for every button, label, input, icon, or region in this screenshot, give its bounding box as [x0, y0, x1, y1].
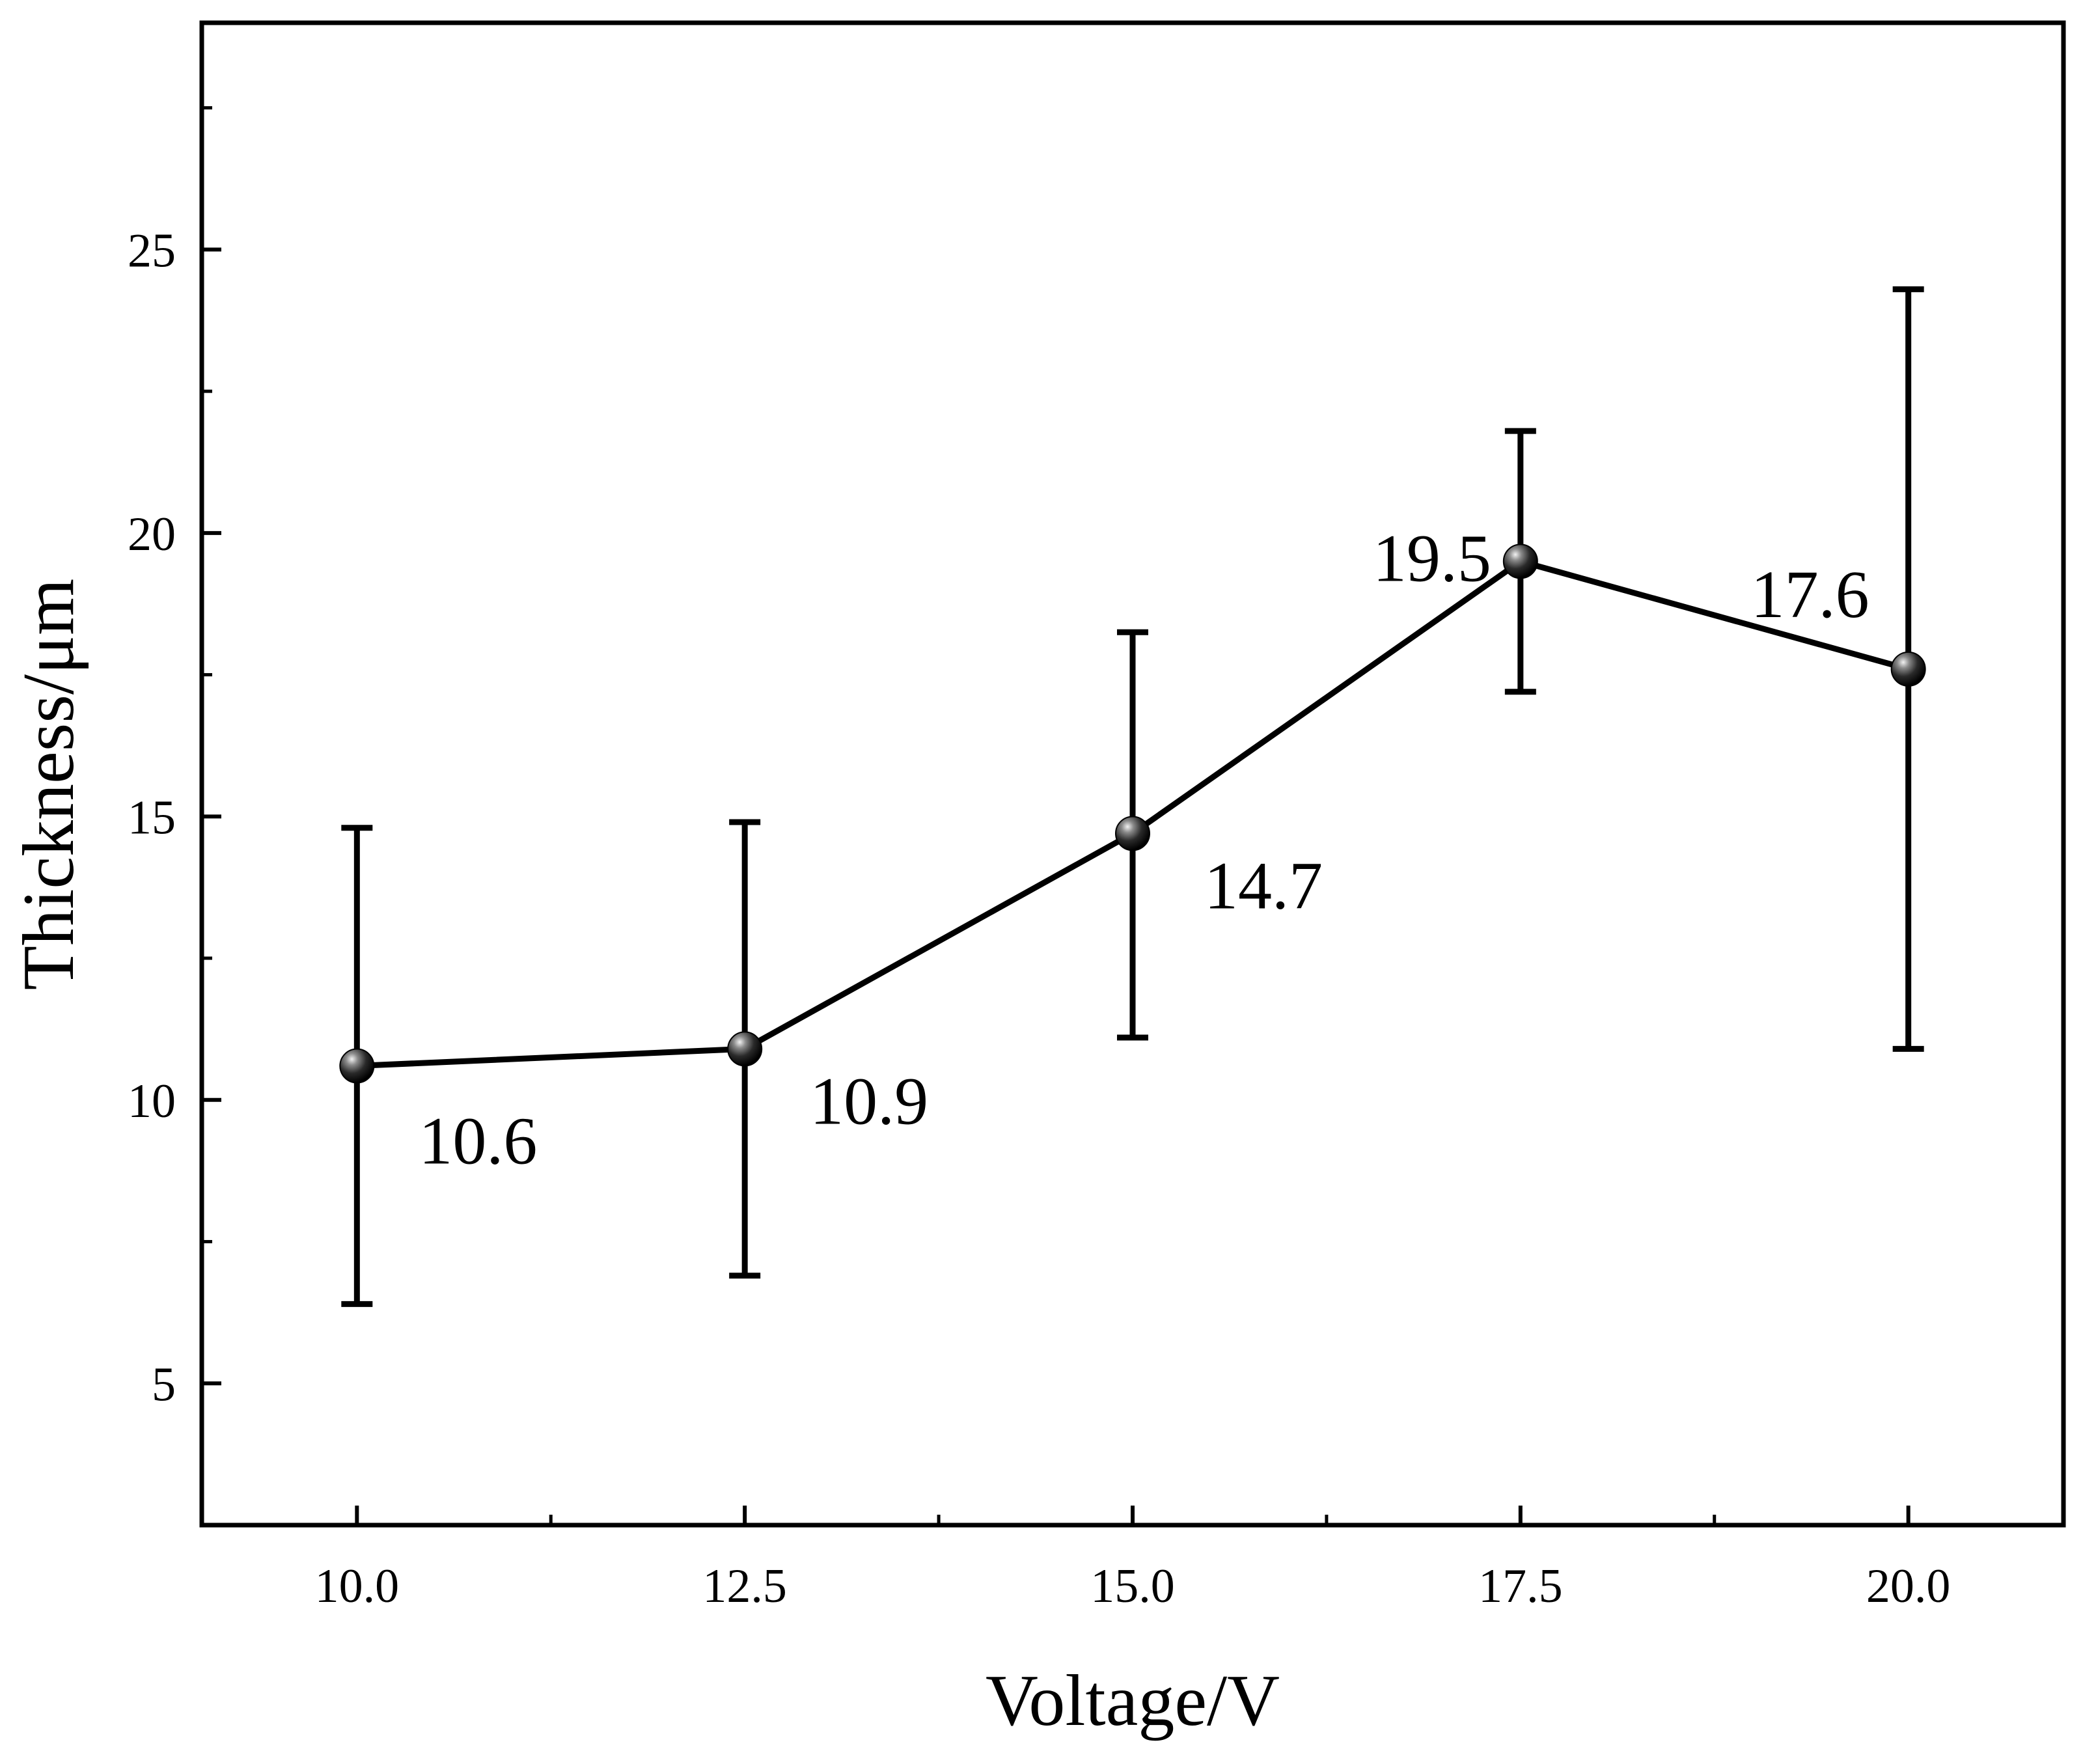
- data-label: 10.9: [810, 1064, 928, 1138]
- data-label: 19.5: [1373, 521, 1491, 596]
- data-point: [1502, 544, 1538, 579]
- y-tick-label: 25: [128, 224, 176, 277]
- data-point: [1890, 651, 1926, 687]
- x-tick-label: 17.5: [1478, 1560, 1563, 1613]
- data-point: [1115, 816, 1150, 851]
- data-label: 17.6: [1751, 557, 1869, 632]
- data-point: [339, 1048, 375, 1084]
- data-label: 10.6: [419, 1104, 537, 1179]
- x-axis-title: Voltage/V: [986, 1661, 1280, 1741]
- data-label: 14.7: [1204, 848, 1323, 923]
- plot-area: 10.0 12.5 15.0 17.5 20.0 5 10 15 20 25 10.6 10.9 14.…: [128, 20, 2066, 1613]
- x-tick-label: 12.5: [702, 1560, 787, 1613]
- data-point: [727, 1031, 763, 1067]
- y-axis-title: Thickness/μm: [8, 579, 89, 990]
- y-tick-label: 20: [128, 508, 176, 561]
- x-tick-label: 10.0: [315, 1560, 400, 1613]
- x-tick-label: 20.0: [1866, 1560, 1951, 1613]
- y-tick-label: 15: [128, 791, 176, 844]
- y-tick-label: 10: [128, 1075, 176, 1128]
- x-tick-label: 15.0: [1090, 1560, 1175, 1613]
- y-tick-label: 5: [152, 1358, 176, 1411]
